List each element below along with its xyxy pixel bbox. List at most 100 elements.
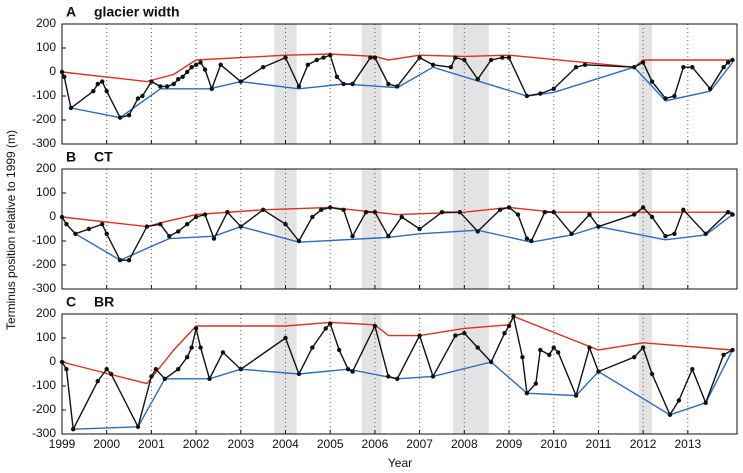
data-point [321,55,326,60]
data-point [184,222,190,227]
data-point [725,210,731,215]
data-point [176,367,181,372]
data-point [555,350,561,355]
data-point [153,367,159,372]
y-tick-label: 0 [49,64,56,78]
data-point [703,400,708,405]
x-tick-label: 2009 [496,437,523,451]
data-point [372,323,378,329]
x-tick-label: 2011 [586,437,612,451]
data-point [158,222,163,227]
data-point [730,57,735,63]
data-point [140,93,145,99]
data-point [319,207,324,212]
data-point [211,236,217,241]
data-point [475,229,480,234]
data-point [417,333,422,338]
data-point [345,367,351,372]
data-point [189,345,194,350]
data-point [672,231,677,236]
data-point [663,234,668,239]
y-axis-label: Terminus position relative to 1999 (m) [4,130,18,330]
y-tick-label: -300 [32,426,56,440]
y-tick-label: 0 [49,209,56,223]
y-tick-label: -200 [32,257,56,271]
data-point [551,345,556,350]
data-point [672,93,677,99]
data-point [730,212,735,217]
data-point [296,371,302,377]
data-point [104,89,109,94]
data-point [573,65,579,70]
data-point [631,212,637,217]
data-point [86,226,92,232]
y-tick-label: 200 [36,161,56,175]
y-tick-label: 200 [36,306,56,320]
data-point [158,84,163,89]
x-tick-label: 2005 [317,437,344,451]
data-point [260,207,266,212]
data-point [488,359,494,365]
plot-frame [61,313,738,435]
data-point [399,214,404,220]
data-point [690,65,695,70]
series-line [61,54,733,119]
data-point [721,352,726,357]
data-point [515,212,521,217]
data-point [198,60,203,65]
data-point [542,210,547,215]
data-point [506,205,512,210]
data-point [310,214,315,220]
data-point [328,53,333,58]
data-point [328,321,333,326]
y-tick-label: -200 [32,402,56,416]
data-point [100,222,105,227]
data-point [462,57,467,63]
data-point [202,212,208,217]
y-tick-label: -100 [32,378,56,392]
data-point [457,210,463,215]
data-point [350,234,355,239]
data-point [569,231,574,236]
data-point [663,96,668,101]
data-point [314,57,320,63]
series-line [70,61,734,119]
panel-title: CT [94,149,113,165]
data-point [238,367,244,372]
data-point [551,210,556,215]
data-point [500,55,505,60]
data-point [296,84,302,89]
data-point [524,391,530,396]
data-point [649,214,655,220]
data-point [62,74,67,80]
data-point [117,258,123,263]
data-point [202,67,208,72]
data-point [144,224,150,229]
data-point [502,331,507,336]
data-point [341,81,346,87]
data-point [676,398,682,403]
panel-title: glacier width [94,4,180,20]
panel-title: BR [94,294,114,310]
data-point [587,345,592,350]
data-point [538,91,543,96]
panel-label: C [66,294,76,310]
data-point [524,236,530,241]
data-point [386,234,391,239]
data-point [350,81,355,87]
data-point [126,113,132,118]
data-point [305,62,311,67]
shaded-period [361,169,382,289]
data-point [171,81,176,87]
data-point [703,231,708,236]
data-point [100,79,105,84]
shaded-period [638,24,653,144]
data-point [681,207,686,212]
y-tick-label: 100 [36,40,56,54]
data-point [547,352,552,357]
data-point [596,224,601,229]
data-point [220,350,226,355]
data-point [386,81,391,87]
data-point [283,55,288,60]
